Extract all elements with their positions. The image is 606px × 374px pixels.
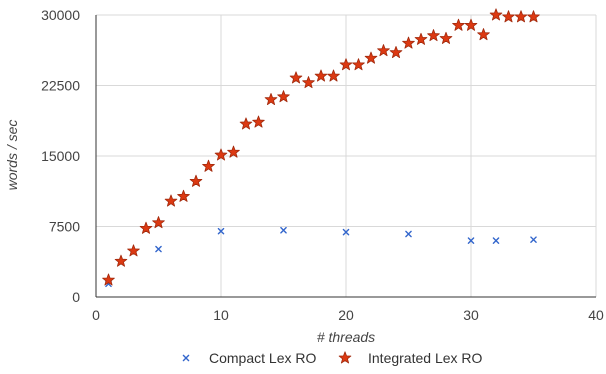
data-point-integrated-lex-ro-18 [327, 69, 340, 82]
y-tick-label-0: 0 [72, 289, 80, 305]
legend-marker-symbol-compact-lex-ro-stroke-2 [182, 354, 190, 362]
data-point-integrated-lex-ro-9 [214, 148, 228, 161]
data-point-integrated-lex-ro-5 [164, 194, 178, 207]
data-point-integrated-lex-ro-30 [477, 28, 490, 41]
y-tick-label-22500: 22500 [41, 78, 80, 94]
data-point-integrated-lex-ro-22 [377, 44, 390, 57]
data-point-integrated-lex-ro-32 [502, 10, 515, 23]
legend-label-integrated-lex-ro: Integrated Lex RO [368, 350, 483, 366]
data-point-compact-lex-ro-4-stroke-2 [342, 228, 350, 236]
data-point-compact-lex-ro-6-stroke-2 [467, 237, 475, 244]
data-point-integrated-lex-ro-26 [427, 29, 440, 42]
data-point-integrated-lex-ro-25 [414, 32, 428, 45]
legend-marker-compact-lex-ro [182, 354, 190, 362]
data-point-compact-lex-ro-3 [280, 226, 287, 234]
data-point-integrated-lex-ro-8 [202, 159, 215, 172]
data-point-integrated-lex-ro-34 [527, 10, 540, 23]
data-point-compact-lex-ro-6 [467, 237, 475, 244]
data-point-integrated-lex-ro-3 [139, 221, 153, 234]
data-point-integrated-lex-ro-4 [152, 216, 165, 229]
x-tick-label-30: 30 [463, 307, 479, 323]
x-tick-label-0: 0 [92, 307, 100, 323]
data-point-integrated-lex-ro-16 [302, 76, 315, 89]
grid-layer [95, 14, 597, 298]
legend-marker-symbol-integrated-lex-ro [338, 351, 352, 364]
data-point-integrated-lex-ro-10 [227, 145, 240, 158]
data-point-compact-lex-ro-1-stroke-2 [155, 245, 162, 253]
data-point-integrated-lex-ro-12 [252, 115, 265, 128]
points-layer [102, 8, 540, 288]
data-point-integrated-lex-ro-27 [439, 31, 453, 44]
data-point-compact-lex-ro-8 [530, 236, 537, 243]
data-point-integrated-lex-ro-19 [339, 58, 353, 71]
data-point-compact-lex-ro-1 [155, 245, 162, 253]
data-point-integrated-lex-ro-20 [352, 58, 365, 71]
x-axis-title: # threads [317, 329, 375, 345]
legend-item-integrated-lex-ro: Integrated Lex RO [338, 350, 483, 366]
data-point-compact-lex-ro-5 [405, 230, 412, 238]
data-point-compact-lex-ro-5-stroke-2 [405, 230, 412, 238]
data-point-integrated-lex-ro-6 [177, 189, 190, 202]
legend-label-compact-lex-ro: Compact Lex RO [209, 350, 316, 366]
data-point-compact-lex-ro-2-stroke-2 [217, 227, 225, 235]
data-point-compact-lex-ro-3-stroke-2 [280, 226, 287, 234]
data-point-compact-lex-ro-7 [492, 237, 500, 244]
data-point-integrated-lex-ro-23 [389, 46, 403, 59]
x-tick-label-20: 20 [338, 307, 354, 323]
data-point-integrated-lex-ro-11 [239, 117, 253, 130]
data-point-integrated-lex-ro-31 [489, 8, 503, 21]
legend-item-compact-lex-ro: Compact Lex RO [182, 350, 316, 366]
data-point-compact-lex-ro-2 [217, 227, 225, 235]
data-point-integrated-lex-ro-13 [264, 93, 278, 106]
data-point-integrated-lex-ro-29 [464, 18, 478, 31]
y-tick-label-30000: 30000 [41, 7, 80, 23]
data-point-integrated-lex-ro-0 [102, 273, 115, 286]
y-tick-label-15000: 15000 [41, 148, 80, 164]
data-point-compact-lex-ro-4 [342, 228, 350, 236]
data-point-compact-lex-ro-7-stroke-2 [492, 237, 500, 244]
data-point-integrated-lex-ro-17 [314, 69, 328, 82]
legend-marker-integrated-lex-ro [338, 351, 352, 364]
data-point-integrated-lex-ro-2 [127, 244, 140, 257]
y-tick-label-7500: 7500 [49, 219, 80, 235]
data-point-integrated-lex-ro-33 [514, 10, 528, 23]
data-point-integrated-lex-ro-15 [289, 71, 303, 84]
data-point-integrated-lex-ro-28 [452, 18, 465, 31]
legend-marker-symbol-compact-lex-ro [182, 354, 190, 362]
data-point-integrated-lex-ro-7 [189, 174, 203, 187]
y-axis-title: words / sec [4, 120, 20, 191]
axis-layer: 0 10 20 30 40 0 7500 15000 22500 30000 [41, 7, 604, 323]
x-tick-label-10: 10 [213, 307, 229, 323]
data-point-integrated-lex-ro-14 [277, 90, 290, 103]
legend: Compact Lex RO Integrated Lex RO [182, 350, 483, 366]
data-point-integrated-lex-ro-21 [364, 51, 378, 64]
data-point-integrated-lex-ro-1 [114, 254, 128, 267]
x-tick-label-40: 40 [588, 307, 604, 323]
data-point-compact-lex-ro-8-stroke-2 [530, 236, 537, 243]
series-integrated-lex-ro [102, 8, 540, 286]
series-compact-lex-ro [105, 226, 537, 288]
data-point-integrated-lex-ro-24 [402, 36, 415, 49]
